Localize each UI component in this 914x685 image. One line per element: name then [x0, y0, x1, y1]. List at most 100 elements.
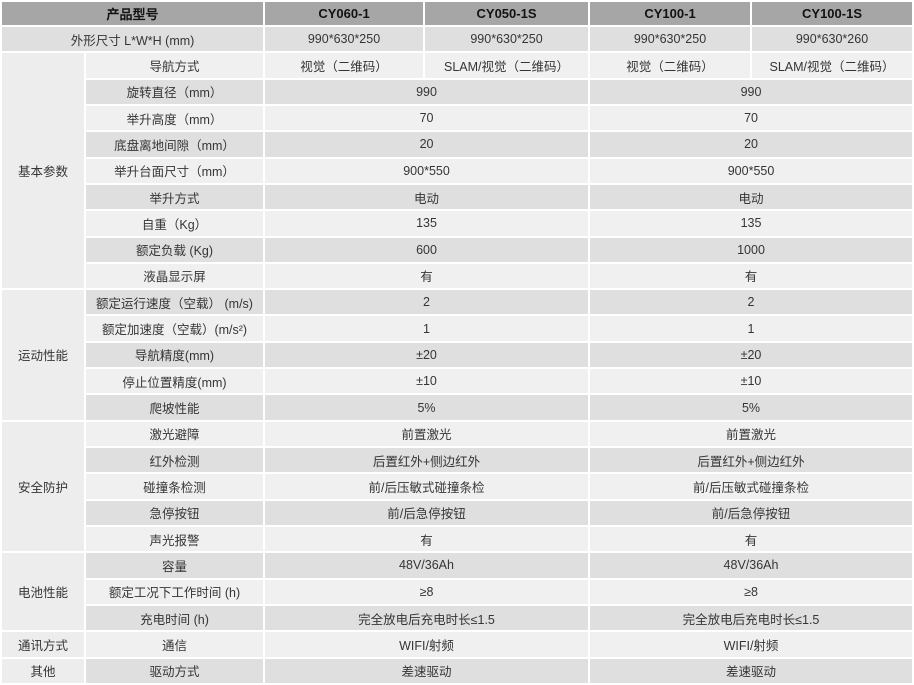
- spec-value: 2: [590, 290, 913, 315]
- spec-row: 红外检测 后置红外+侧边红外 后置红外+侧边红外: [2, 448, 913, 473]
- spec-row: 充电时间 (h) 完全放电后充电时长≤1.5 完全放电后充电时长≤1.5: [2, 605, 913, 631]
- param-label: 声光报警: [86, 526, 264, 552]
- spec-value: ≥8: [590, 579, 913, 604]
- spec-value: 差速驱动: [265, 658, 589, 683]
- spec-row: 其他 驱动方式 差速驱动 差速驱动: [2, 658, 913, 683]
- spec-value: SLAM/视觉（二维码）: [752, 53, 913, 78]
- spec-value: 990*630*250: [590, 27, 751, 52]
- spec-row: 液晶显示屏有有: [2, 263, 913, 289]
- spec-row: 举升高度（mm） 70 70: [2, 105, 913, 131]
- spec-table-body: 外形尺寸 L*W*H (mm) 990*630*250 990*630*250 990…: [2, 27, 913, 683]
- param-label: 额定运行速度（空载） (m/s): [86, 290, 264, 315]
- spec-value: ±10: [265, 369, 589, 394]
- spec-value: 电动: [265, 184, 589, 210]
- spec-value: 有: [590, 526, 913, 552]
- spec-value: 990*630*250: [425, 27, 589, 52]
- section-label: 其他: [2, 658, 84, 683]
- model-column-header: CY060-1: [265, 2, 424, 25]
- spec-row: 额定负载 (Kg) 600 1000: [2, 237, 913, 262]
- spec-value: ≥8: [265, 579, 589, 604]
- param-label: 举升台面尺寸（mm）: [86, 158, 264, 183]
- spec-value: 前/后急停按钮: [590, 500, 913, 525]
- product-model-header: 产品型号: [2, 2, 264, 25]
- spec-value: 前/后急停按钮: [265, 500, 589, 525]
- spec-value: 70: [590, 105, 913, 131]
- spec-value: 990*630*250: [265, 27, 424, 52]
- spec-row: 急停按钮 前/后急停按钮 前/后急停按钮: [2, 500, 913, 525]
- spec-value: 5%: [265, 395, 589, 420]
- param-label: 容量: [86, 553, 264, 578]
- spec-value: 135: [265, 211, 589, 236]
- param-label: 充电时间 (h): [86, 605, 264, 631]
- spec-value: 900*550: [590, 158, 913, 183]
- param-label: 通信: [86, 632, 264, 657]
- spec-value: 有: [265, 526, 589, 552]
- spec-value: 视觉（二维码）: [265, 53, 424, 78]
- spec-value: 前/后压敏式碰撞条检: [590, 474, 913, 499]
- spec-value: 990*630*260: [752, 27, 913, 52]
- spec-value: 48V/36Ah: [590, 553, 913, 578]
- spec-row: 底盘离地间隙（mm） 20 20: [2, 132, 913, 157]
- param-label: 举升高度（mm）: [86, 105, 264, 131]
- spec-row: 爬坡性能 5% 5%: [2, 395, 913, 420]
- param-label: 举升方式: [86, 184, 264, 210]
- spec-value: 1: [265, 316, 589, 341]
- spec-row: 安全防护 激光避障 前置激光 前置激光: [2, 421, 913, 552]
- spec-value: 前置激光: [265, 421, 589, 446]
- spec-value: 电动: [590, 184, 913, 210]
- spec-value: 视觉（二维码）: [590, 53, 751, 78]
- spec-row: 声光报警有有: [2, 526, 913, 552]
- spec-value: 70: [265, 105, 589, 131]
- spec-value: 前置激光: [590, 421, 913, 446]
- spec-value: ±20: [265, 342, 589, 368]
- spec-value: 600: [265, 237, 589, 262]
- section-label: 通讯方式: [2, 632, 84, 657]
- model-column-header: CY050-1S: [425, 2, 589, 25]
- param-label: 液晶显示屏: [86, 263, 264, 289]
- spec-value: 5%: [590, 395, 913, 420]
- spec-value: 完全放电后充电时长≤1.5: [265, 605, 589, 631]
- spec-value: 差速驱动: [590, 658, 913, 683]
- param-label: 导航方式: [86, 53, 264, 78]
- param-label: 外形尺寸 L*W*H (mm): [2, 27, 264, 52]
- spec-row: 导航精度(mm) ±20 ±20: [2, 342, 913, 368]
- header-row: 产品型号 CY060-1 CY050-1S CY100-1 CY100-1S: [2, 2, 913, 25]
- spec-value: WIFI/射频: [265, 632, 589, 657]
- spec-row: 额定工况下工作时间 (h) ≥8 ≥8: [2, 579, 913, 604]
- section-label: 安全防护: [2, 421, 84, 552]
- param-label: 底盘离地间隙（mm）: [86, 132, 264, 157]
- param-label: 碰撞条检测: [86, 474, 264, 499]
- param-label: 驱动方式: [86, 658, 264, 683]
- spec-table-header: 产品型号 CY060-1 CY050-1S CY100-1 CY100-1S: [2, 2, 913, 25]
- spec-row: 碰撞条检测 前/后压敏式碰撞条检 前/后压敏式碰撞条检: [2, 474, 913, 499]
- spec-value: 990: [265, 79, 589, 104]
- spec-row: 举升台面尺寸（mm） 900*550 900*550: [2, 158, 913, 183]
- spec-value: 后置红外+侧边红外: [265, 448, 589, 473]
- spec-value: ±10: [590, 369, 913, 394]
- spec-value: WIFI/射频: [590, 632, 913, 657]
- spec-value: 135: [590, 211, 913, 236]
- spec-value: 1: [590, 316, 913, 341]
- param-label: 额定负载 (Kg): [86, 237, 264, 262]
- param-label: 急停按钮: [86, 500, 264, 525]
- spec-value: 2: [265, 290, 589, 315]
- spec-value: 1000: [590, 237, 913, 262]
- spec-value: 有: [590, 263, 913, 289]
- param-label: 额定工况下工作时间 (h): [86, 579, 264, 604]
- spec-value: 990: [590, 79, 913, 104]
- spec-row: 运动性能 额定运行速度（空载） (m/s) 2 2: [2, 290, 913, 420]
- spec-row: 旋转直径（mm） 990 990: [2, 79, 913, 104]
- spec-value: 900*550: [265, 158, 589, 183]
- spec-row: 停止位置精度(mm) ±10 ±10: [2, 369, 913, 394]
- spec-row: 基本参数 导航方式 视觉（二维码） SLAM/视觉（二维码） 视觉（二维码） SLAM/视…: [2, 53, 913, 289]
- spec-row: 外形尺寸 L*W*H (mm) 990*630*250 990*630*250 990…: [2, 27, 913, 52]
- spec-value: 后置红外+侧边红外: [590, 448, 913, 473]
- spec-value: 完全放电后充电时长≤1.5: [590, 605, 913, 631]
- spec-value: 前/后压敏式碰撞条检: [265, 474, 589, 499]
- spec-value: 20: [265, 132, 589, 157]
- section-label: 基本参数: [2, 53, 84, 289]
- spec-value: 有: [265, 263, 589, 289]
- model-column-header: CY100-1: [590, 2, 751, 25]
- spec-row: 电池性能 容量 48V/36Ah 48V/36Ah: [2, 553, 913, 631]
